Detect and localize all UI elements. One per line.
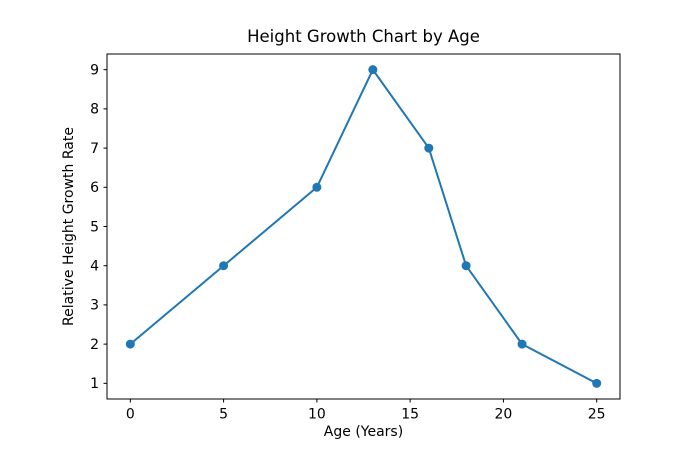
y-tick-label: 9 [90, 62, 99, 78]
data-point-marker [125, 339, 135, 349]
y-axis-ticks: 1 2 3 4 5 6 7 8 9 [90, 62, 107, 392]
data-point-marker [592, 378, 602, 388]
y-tick-label: 7 [90, 141, 99, 157]
y-tick-label: 8 [90, 102, 99, 118]
x-tick-label: 5 [219, 407, 228, 423]
y-tick-label: 5 [90, 219, 99, 235]
x-tick-label: 0 [126, 407, 135, 423]
y-tick-label: 1 [90, 376, 99, 392]
x-tick-label: 15 [401, 407, 419, 423]
data-point-marker [424, 143, 434, 153]
chart-title: Height Growth Chart by Age [247, 27, 480, 46]
growth-line [129, 68, 598, 385]
y-axis-label: Relative Height Growth Rate [61, 127, 77, 326]
x-tick-label: 10 [308, 407, 326, 423]
x-tick-label: 20 [494, 407, 512, 423]
data-point-marker [219, 261, 229, 271]
x-axis-label: Age (Years) [324, 424, 403, 440]
x-tick-label: 25 [588, 407, 606, 423]
data-point-marker [461, 261, 471, 271]
y-tick-label: 6 [90, 180, 99, 196]
data-point-marker [368, 65, 378, 75]
data-point-marker [517, 339, 527, 349]
y-tick-label: 3 [90, 298, 99, 314]
y-tick-label: 4 [90, 259, 99, 275]
data-point-marker [312, 182, 322, 192]
plot-area-frame [106, 53, 621, 400]
x-axis-ticks: 0 5 10 15 20 25 [126, 399, 606, 423]
data-series [125, 65, 602, 388]
y-tick-label: 2 [90, 337, 99, 353]
